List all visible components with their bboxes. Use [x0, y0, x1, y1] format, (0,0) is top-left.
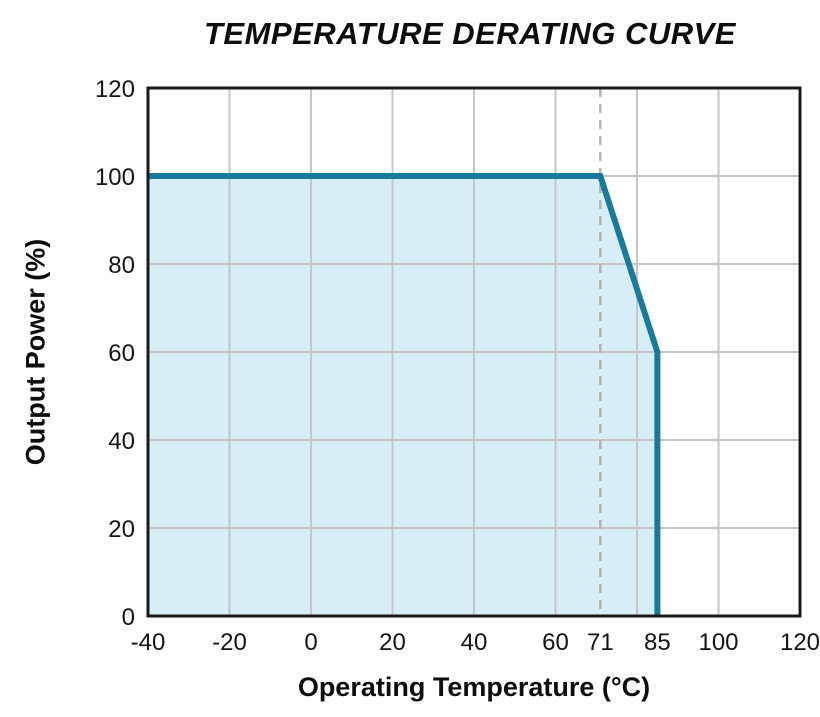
- chart-title: TEMPERATURE DERATING CURVE: [204, 16, 736, 51]
- x-tick-label: -40: [131, 629, 166, 656]
- y-tick-label: 20: [108, 516, 135, 543]
- x-axis-label: Operating Temperature (°C): [297, 672, 651, 702]
- x-tick-label: 40: [461, 629, 488, 656]
- y-tick-label: 40: [108, 428, 135, 455]
- x-tick-label: 71: [587, 629, 614, 656]
- x-tick-label: 85: [644, 629, 671, 656]
- y-tick-label: 120: [95, 76, 135, 103]
- y-tick-label: 80: [108, 252, 135, 279]
- x-tick-label: 20: [379, 629, 406, 656]
- plot-frame: [146, 86, 802, 618]
- derating-area-fill: [148, 176, 658, 616]
- y-tick-label: 100: [95, 164, 135, 191]
- x-tick-label: 120: [780, 629, 820, 656]
- x-tick-label: 0: [304, 629, 317, 656]
- x-tick-label: 100: [698, 629, 738, 656]
- y-tick-label: 60: [108, 340, 135, 367]
- x-tick-label: -20: [212, 629, 247, 656]
- derating-curve-line: [148, 173, 661, 616]
- x-tick-label: 60: [542, 629, 569, 656]
- y-tick-label: 0: [122, 604, 135, 631]
